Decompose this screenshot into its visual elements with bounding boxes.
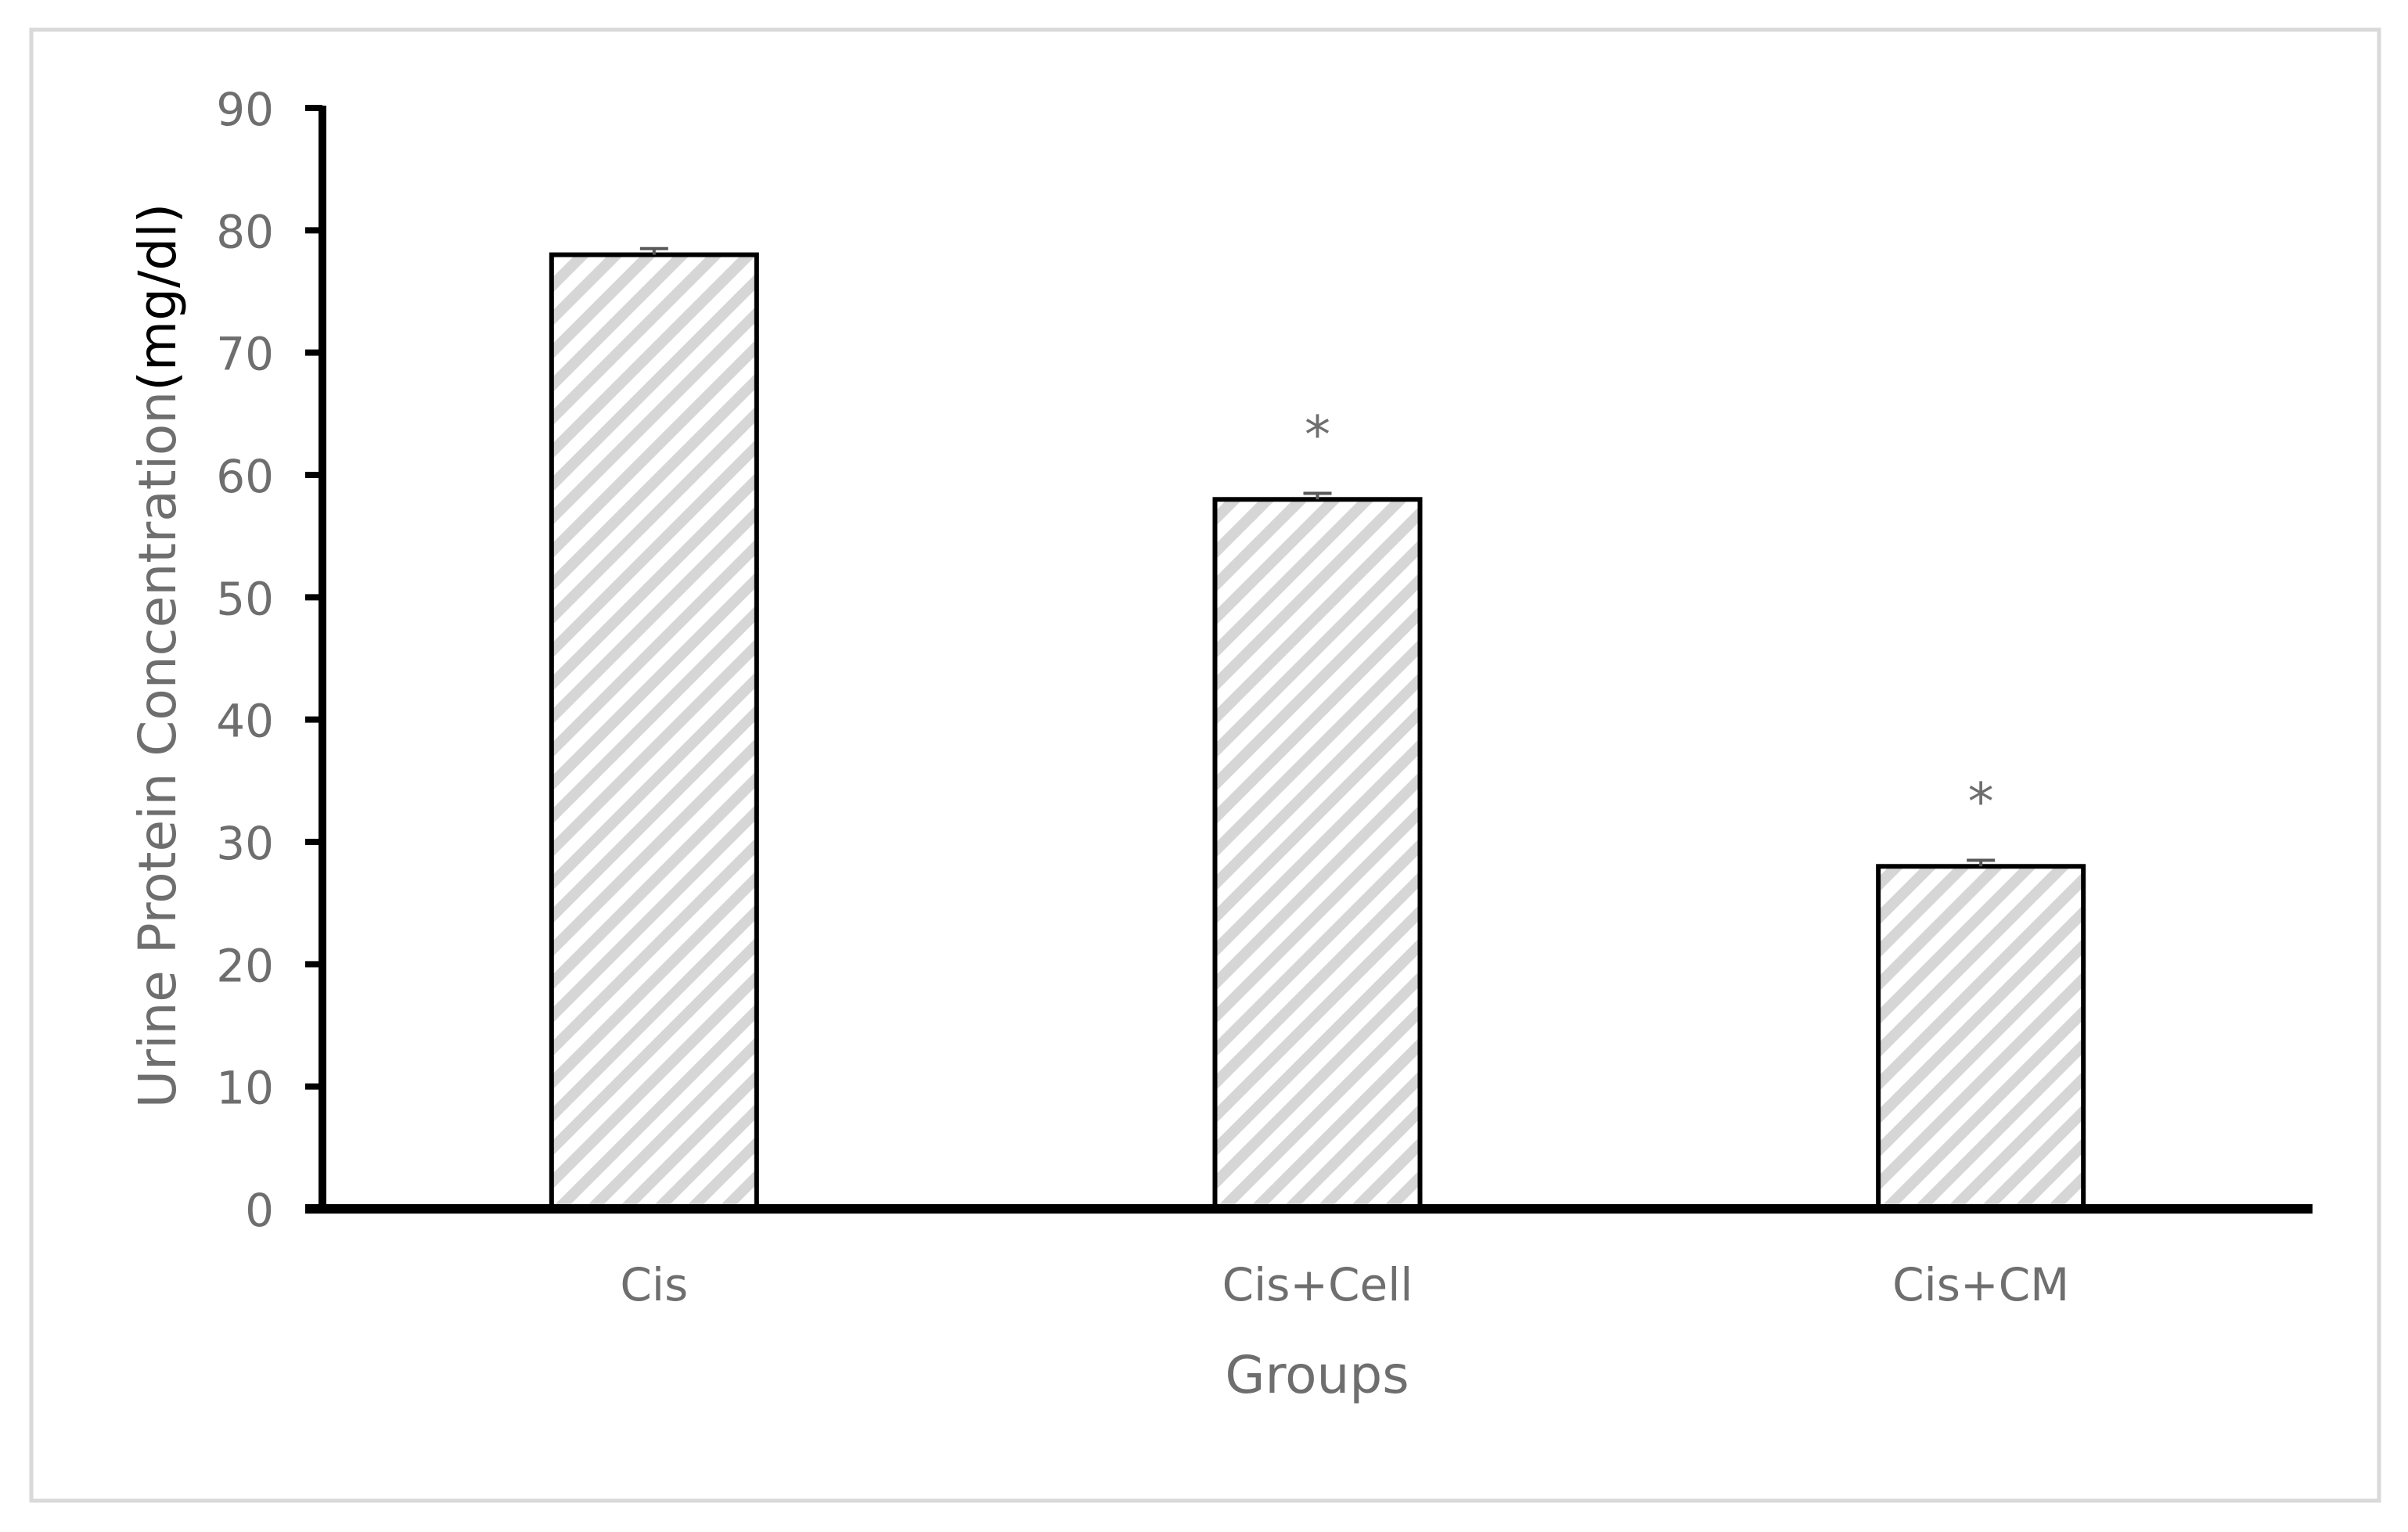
y-tick-label: 70 (216, 328, 274, 381)
bar-cis-cm (1876, 864, 2086, 1212)
x-axis-title: Groups (1225, 1345, 1409, 1405)
significance-marker: * (1968, 771, 1994, 832)
bar-cis-cell (1212, 497, 1423, 1211)
y-tick-label: 50 (216, 572, 274, 625)
y-tick-label: 0 (245, 1184, 274, 1237)
y-tick-label: 90 (216, 83, 274, 136)
x-tick-label: Cis (620, 1258, 688, 1311)
y-tick-label: 60 (216, 450, 274, 503)
y-tick-label: 10 (216, 1062, 274, 1115)
x-tick-label: Cis+Cell (1222, 1258, 1413, 1311)
y-tick-label: 40 (216, 695, 274, 748)
y-tick-label: 30 (216, 817, 274, 870)
bars-layer (549, 246, 2086, 1212)
y-axis-title-unit: (mg/dl) (128, 203, 188, 391)
y-tick-label: 80 (216, 205, 274, 258)
y-tick-label: 20 (216, 939, 274, 992)
y-axis-title: Urine Protein Concentration(mg/dl) (128, 203, 188, 1109)
chart-frame (29, 27, 2381, 1503)
significance-marker: * (1305, 405, 1330, 465)
bar-cis (549, 252, 759, 1212)
y-axis-title-text: Urine Protein Concentration (128, 391, 188, 1108)
axes-layer (305, 105, 2313, 1214)
x-tick-label: Cis+CM (1892, 1258, 2069, 1311)
labels-layer: Cis * Cis+Cell * Cis+CM 0 10 20 30 40 50 60 70 80 90 (216, 83, 2069, 1311)
